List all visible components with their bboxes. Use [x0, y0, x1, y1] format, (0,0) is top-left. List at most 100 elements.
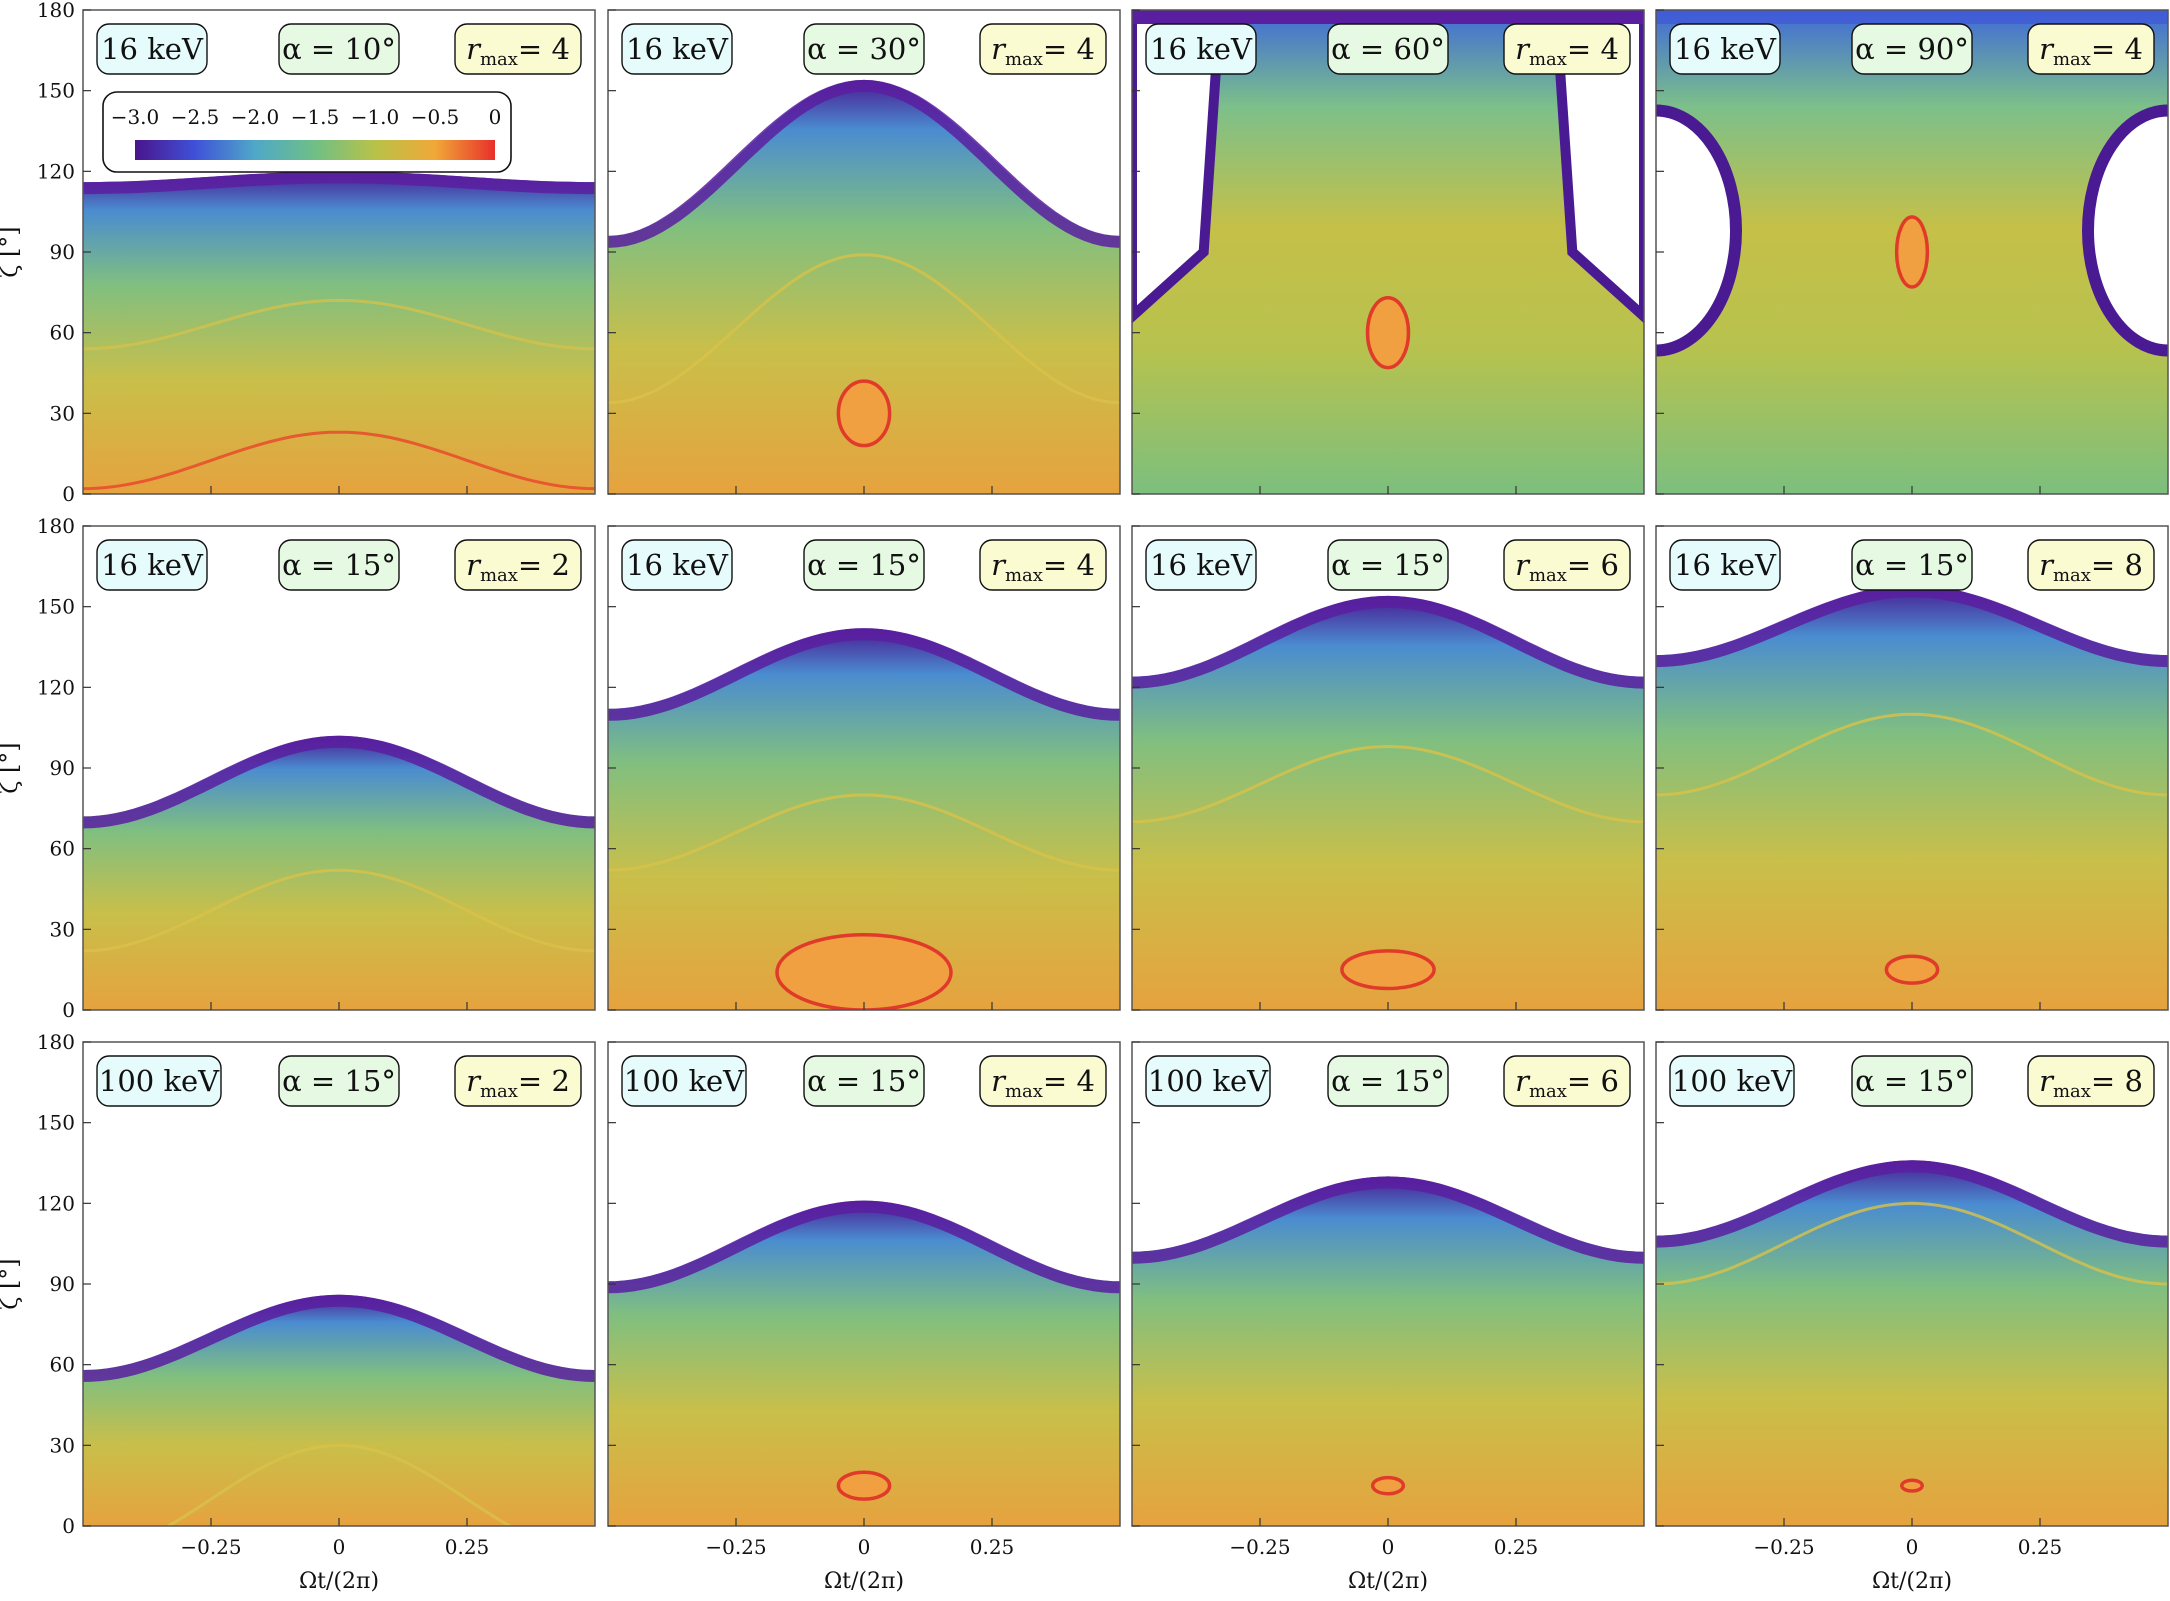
colorbar-tick-label: −3.0 [111, 105, 160, 129]
y-tick-label: 180 [37, 514, 75, 538]
y-tick-label: 150 [37, 79, 75, 103]
rmax-badge [979, 23, 1107, 75]
ridge-curve [165, 1443, 513, 1526]
colorbar-tick-label: −2.5 [171, 105, 220, 129]
energy-label: 16 keV [101, 548, 204, 582]
heatmap-field [608, 1200, 1120, 1526]
rmax-label: rmax= 4 [2039, 32, 2143, 70]
energy-badge [1145, 23, 1257, 75]
energy-badge [1669, 23, 1781, 75]
colorbar: −3.0 −2.5 −2.0 −1.5 −1.0 −0.5 0 [102, 91, 512, 173]
alpha-label: α = 15° [282, 1064, 396, 1098]
y-tick-label: 0 [62, 1514, 75, 1538]
rmax-label: rmax= 4 [991, 548, 1095, 586]
energy-badge [1145, 1055, 1271, 1107]
empty-region [1656, 104, 1742, 357]
rmax-label: rmax= 4 [466, 32, 570, 70]
heatmap-field [83, 735, 595, 1010]
y-tick-label: 30 [50, 917, 75, 941]
x-axis-label: Ωt/(2π) [1872, 1569, 1952, 1594]
boundary-rim [608, 628, 1120, 721]
energy-badge [621, 23, 733, 75]
x-tick-label: −0.25 [180, 1535, 241, 1559]
y-axis-label: ζ [°] [0, 1258, 23, 1309]
energy-label: 100 keV [624, 1064, 745, 1098]
empty-region [1551, 10, 1644, 324]
hotspot-loop [1894, 215, 1930, 289]
y-tick-label: 90 [50, 1272, 75, 1296]
y-tick-label: 120 [37, 1191, 75, 1215]
x-axis-label: Ωt/(2π) [1348, 1569, 1428, 1594]
ridge-curve [1656, 1201, 2168, 1286]
hotspot-loop [775, 932, 953, 1010]
heatmap-panel: 16 keV α = 90° rmax= 4 [1655, 9, 2169, 495]
hotspot-loop [1370, 1475, 1406, 1496]
rmax-label: rmax= 4 [1515, 32, 1619, 70]
rmax-label: rmax= 2 [466, 1064, 570, 1102]
rmax-badge [1503, 539, 1631, 591]
alpha-label: α = 15° [807, 548, 921, 582]
x-tick-label: 0 [1906, 1535, 1919, 1559]
heatmap-panel: 0 30 60 90 120 150 180 ζ [°] 16 keV α = 15° rmax= … [0, 514, 596, 1022]
alpha-label: α = 10° [282, 32, 396, 66]
rmax-label: rmax= 2 [466, 548, 570, 586]
alpha-badge [278, 539, 400, 591]
hotspot-loop [1340, 949, 1436, 991]
alpha-badge [803, 23, 925, 75]
heatmap-panel: 0 30 60 90 120 150 180 ζ [°] 16 keV α = 10° rmax= … [0, 0, 596, 506]
alpha-label: α = 15° [1855, 1064, 1969, 1098]
alpha-badge [1327, 23, 1449, 75]
x-tick-label: 0 [333, 1535, 346, 1559]
energy-label: 16 keV [101, 32, 204, 66]
rmax-badge [2027, 539, 2155, 591]
x-tick-label: 0.25 [1494, 1535, 1539, 1559]
top-band [1132, 10, 1644, 24]
rmax-badge [1503, 1055, 1631, 1107]
ridge-curve [1132, 744, 1644, 824]
heatmap-field [1656, 1160, 2168, 1526]
rmax-badge [454, 539, 582, 591]
y-tick-label: 90 [50, 756, 75, 780]
x-tick-label: 0.25 [2018, 1535, 2063, 1559]
energy-badge [1669, 1055, 1795, 1107]
energy-label: 100 keV [1672, 1064, 1793, 1098]
y-tick-label: 60 [50, 837, 75, 861]
alpha-badge [1327, 1055, 1449, 1107]
x-tick-label: 0.25 [970, 1535, 1015, 1559]
heatmap-field [83, 1294, 595, 1526]
colorbar-tick-label: −0.5 [411, 105, 460, 129]
heatmap-field [83, 171, 595, 494]
x-tick-label: 0 [1382, 1535, 1395, 1559]
alpha-label: α = 15° [1855, 548, 1969, 582]
y-tick-label: 150 [37, 1111, 75, 1135]
rmax-badge [979, 1055, 1107, 1107]
energy-badge [621, 1055, 747, 1107]
y-tick-label: 60 [50, 321, 75, 345]
empty-region [2082, 104, 2168, 357]
alpha-badge [803, 1055, 925, 1107]
boundary-rim [608, 79, 1120, 248]
ridge-curve [83, 298, 595, 351]
y-tick-label: 120 [37, 675, 75, 699]
boundary-rim [1656, 585, 2168, 668]
heatmap-panel: −0.25 0 0.25 Ωt/(2π) 100 keV α = 15° rmax= 8 [1655, 1041, 2169, 1594]
alpha-badge [278, 23, 400, 75]
rmax-badge [2027, 23, 2155, 75]
ridge-curve [83, 430, 595, 491]
boundary-rim [83, 1294, 595, 1382]
y-tick-label: 180 [37, 0, 75, 22]
boundary-rim [83, 171, 595, 195]
hotspot-loop [1884, 954, 1940, 985]
alpha-label: α = 15° [282, 548, 396, 582]
y-tick-label: 150 [37, 595, 75, 619]
heatmap-field [1132, 1176, 1644, 1526]
rmax-label: rmax= 6 [1515, 548, 1619, 586]
heatmap-panel: 16 keV α = 15° rmax= 4 [607, 525, 1121, 1011]
y-tick-label: 120 [37, 159, 75, 183]
y-tick-label: 30 [50, 1433, 75, 1457]
boundary-rim [608, 1200, 1120, 1294]
energy-label: 16 keV [626, 548, 729, 582]
alpha-label: α = 30° [807, 32, 921, 66]
